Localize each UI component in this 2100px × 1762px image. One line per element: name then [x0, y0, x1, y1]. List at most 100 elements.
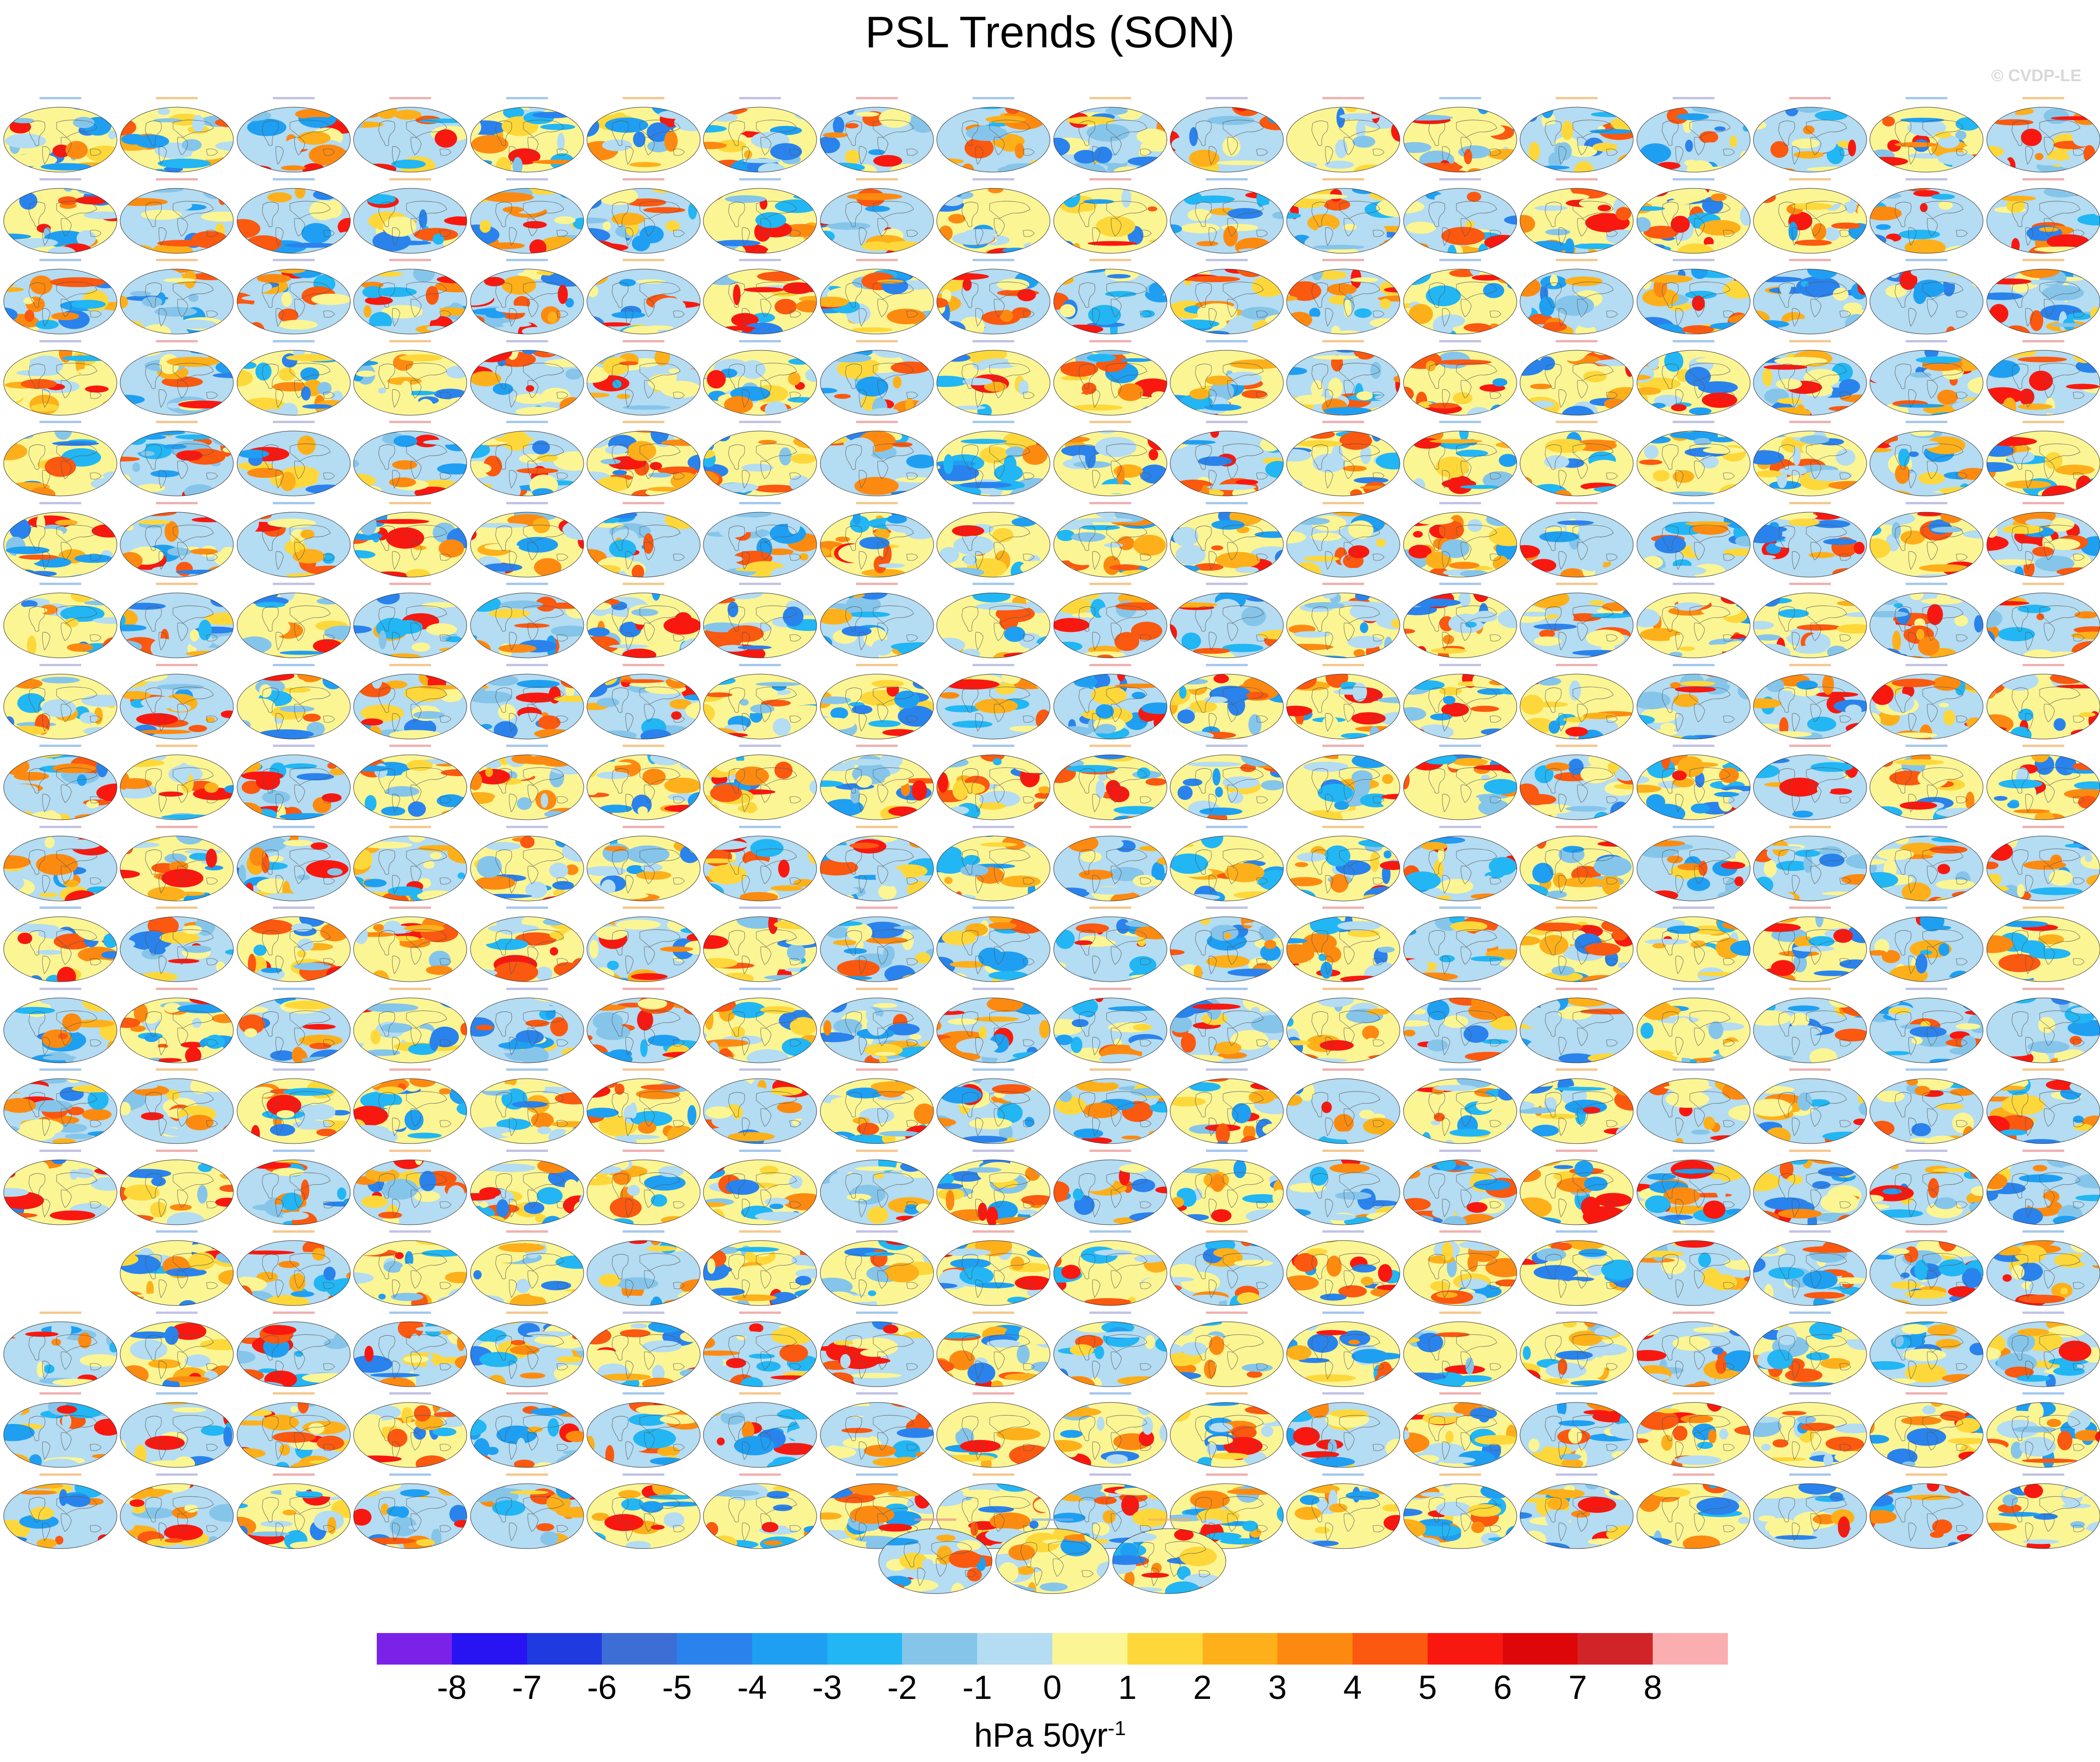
map-panel [1635, 581, 1752, 663]
map-panel [1285, 1067, 1402, 1149]
world-map [586, 836, 701, 901]
panel-title [1518, 257, 1635, 264]
world-map [1869, 431, 1984, 496]
map-panel [2, 177, 119, 258]
colorbar-tick-label: 1 [1118, 1669, 1137, 1706]
panel-title [585, 419, 702, 426]
map-panel [585, 419, 702, 501]
map-panel [1868, 824, 1985, 906]
world-map [237, 512, 351, 577]
map-panel [1402, 96, 1519, 177]
panel-title [1402, 662, 1519, 669]
panel-title [1868, 96, 1985, 102]
world-map [820, 431, 934, 496]
map-panel [1285, 177, 1402, 258]
map-panel [469, 1391, 586, 1473]
colorbar-box [977, 1633, 1053, 1665]
world-map [586, 512, 701, 577]
map-panel [1052, 905, 1169, 987]
map-panel [1985, 501, 2100, 582]
panel-title [935, 581, 1052, 588]
world-map [936, 1402, 1050, 1468]
panel-title [1052, 986, 1169, 993]
panel-title [585, 501, 702, 507]
map-panel [235, 1148, 352, 1230]
world-map [1286, 431, 1400, 496]
world-map [936, 431, 1050, 496]
map-panel [818, 1472, 935, 1554]
panel-title [1168, 1148, 1285, 1155]
world-map [1636, 269, 1751, 334]
panel-title [2, 581, 119, 588]
world-map [3, 107, 117, 173]
map-panel [1518, 1391, 1635, 1473]
map-panel [1752, 1472, 1868, 1554]
panel-title [818, 1472, 935, 1479]
map-panel [818, 501, 935, 582]
map-panel [702, 581, 818, 663]
map-panel [352, 1391, 469, 1473]
world-map [1286, 1078, 1400, 1144]
map-panel [818, 1148, 935, 1230]
panel-title [1402, 1229, 1519, 1235]
panel-title [1111, 1517, 1228, 1524]
panel-title [585, 743, 702, 750]
panel-title [2, 986, 119, 993]
world-map [1286, 836, 1400, 901]
world-map [1636, 1402, 1751, 1468]
map-panel [1168, 581, 1285, 663]
world-map [120, 107, 234, 173]
panel-title [1402, 1067, 1519, 1074]
world-map [1053, 916, 1167, 982]
world-map [1986, 997, 2100, 1063]
panel-title [1518, 1229, 1635, 1235]
world-map [1403, 592, 1517, 658]
world-map [1170, 269, 1284, 334]
panel-title [1985, 1310, 2100, 1317]
panel-title [702, 419, 818, 426]
panel-title [1052, 662, 1169, 669]
panel-title [469, 905, 586, 912]
panel-title [118, 1229, 235, 1235]
panel-title [1052, 1067, 1169, 1074]
map-panel [1285, 743, 1402, 825]
map-panel [585, 177, 702, 258]
map-panel [935, 743, 1052, 825]
panel-title [702, 257, 818, 264]
world-map [820, 592, 934, 658]
panel-title [818, 743, 935, 750]
map-panel [352, 419, 469, 501]
panel-title [1752, 1391, 1868, 1397]
map-panel [118, 986, 235, 1068]
panel-title [469, 1310, 586, 1317]
map-panel [118, 96, 235, 177]
map-panel [2, 257, 119, 339]
map-panel [935, 501, 1052, 582]
world-map [1520, 269, 1634, 334]
world-map [1986, 1078, 2100, 1144]
world-map [120, 916, 234, 982]
panel-title [1752, 581, 1868, 588]
map-panel [1868, 501, 1985, 582]
world-map [936, 350, 1050, 415]
panel-title [585, 339, 702, 345]
panel-title [118, 419, 235, 426]
panel-title [702, 581, 818, 588]
map-panel [1985, 581, 2100, 663]
panel-title [1985, 824, 2100, 831]
map-panel [118, 1310, 235, 1392]
panel-title [1985, 177, 2100, 183]
panel-title [469, 1148, 586, 1155]
map-panel [118, 824, 235, 906]
panel-title [1402, 1391, 1519, 1397]
world-map [120, 1402, 234, 1468]
world-map [1053, 674, 1167, 739]
map-panel [935, 177, 1052, 258]
world-map [3, 1483, 117, 1549]
map-panel [1752, 501, 1868, 582]
panel-title [1752, 257, 1868, 264]
world-map [1053, 188, 1167, 253]
panel-title [1168, 96, 1285, 102]
map-panel [935, 1391, 1052, 1473]
world-map [1286, 350, 1400, 415]
